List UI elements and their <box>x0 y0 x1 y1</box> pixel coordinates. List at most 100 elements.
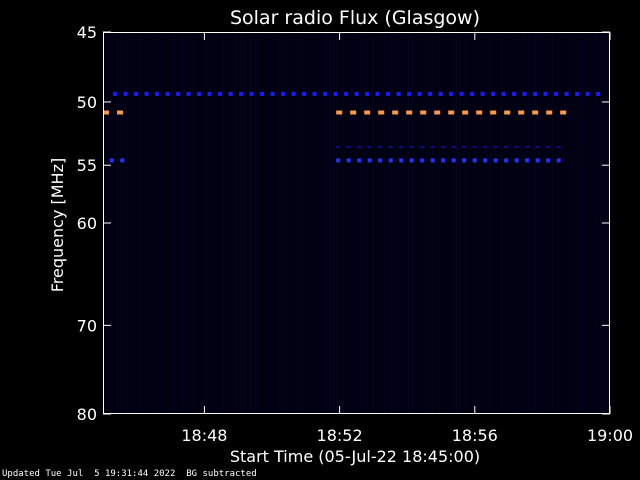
noise-stripe <box>165 33 167 413</box>
emission-mark <box>346 158 351 163</box>
emission-mark <box>480 91 485 96</box>
emission-mark <box>357 145 362 148</box>
noise-stripe <box>171 33 173 413</box>
noise-stripe <box>393 33 395 413</box>
noise-stripe <box>561 33 563 413</box>
emission-mark <box>462 158 467 163</box>
noise-stripe <box>516 33 518 413</box>
noise-stripe <box>168 33 170 413</box>
emission-mark <box>493 145 498 148</box>
noise-stripe <box>375 33 377 413</box>
noise-stripe <box>507 33 509 413</box>
emission-mark <box>546 145 551 148</box>
noise-stripe <box>411 33 413 413</box>
noise-stripe <box>510 33 512 413</box>
y-tick-label: 50 <box>77 93 97 112</box>
emission-mark <box>396 91 401 96</box>
noise-stripe <box>423 33 425 413</box>
emission-mark <box>302 91 307 96</box>
noise-stripe <box>150 33 152 413</box>
noise-stripe <box>222 33 224 413</box>
noise-stripe <box>264 33 266 413</box>
emission-mark <box>134 91 139 96</box>
noise-stripe <box>573 33 575 413</box>
noise-stripe <box>213 33 215 413</box>
noise-stripe <box>552 33 554 413</box>
emission-mark <box>470 91 475 96</box>
emission-mark <box>249 91 254 96</box>
noise-stripe <box>357 33 359 413</box>
noise-stripe <box>489 33 491 413</box>
updated-timestamp: Updated Tue Jul 5 19:31:44 2022 <box>2 469 176 479</box>
noise-stripe <box>354 33 356 413</box>
emission-mark <box>364 110 371 115</box>
noise-stripe <box>231 33 233 413</box>
emission-mark <box>123 91 128 96</box>
noise-stripe <box>177 33 179 413</box>
emission-mark <box>546 110 553 115</box>
noise-stripe <box>162 33 164 413</box>
noise-stripe <box>237 33 239 413</box>
y-tick-label: 80 <box>77 405 97 424</box>
emission-mark <box>207 91 212 96</box>
noise-stripe <box>255 33 257 413</box>
emission-mark <box>451 145 456 148</box>
noise-stripe <box>300 33 302 413</box>
emission-mark <box>367 145 372 148</box>
emission-mark <box>514 145 519 148</box>
noise-stripe <box>306 33 308 413</box>
noise-stripe <box>417 33 419 413</box>
emission-mark <box>543 91 548 96</box>
noise-stripe <box>498 33 500 413</box>
noise-stripe <box>333 33 335 413</box>
noise-stripe <box>441 33 443 413</box>
noise-stripe <box>396 33 398 413</box>
noise-stripe <box>144 33 146 413</box>
noise-stripe <box>141 33 143 413</box>
noise-stripe <box>528 33 530 413</box>
emission-mark <box>556 158 561 163</box>
noise-stripe <box>438 33 440 413</box>
emission-mark <box>532 110 539 115</box>
emission-mark <box>441 158 446 163</box>
emission-mark <box>449 91 454 96</box>
emission-mark <box>420 145 425 148</box>
noise-stripe <box>180 33 182 413</box>
emission-mark <box>504 145 509 148</box>
emission-mark <box>522 91 527 96</box>
noise-stripe <box>420 33 422 413</box>
emission-mark <box>483 145 488 148</box>
noise-stripe <box>234 33 236 413</box>
noise-stripe <box>363 33 365 413</box>
emission-mark <box>323 91 328 96</box>
emission-marks <box>103 91 601 163</box>
noise-stripe <box>576 33 578 413</box>
noise-stripe <box>147 33 149 413</box>
noise-stripe <box>276 33 278 413</box>
noise-stripe <box>123 33 125 413</box>
noise-stripe <box>429 33 431 413</box>
noise-stripe <box>135 33 137 413</box>
emission-mark <box>462 110 469 115</box>
noise-stripe <box>381 33 383 413</box>
noise-stripe <box>597 33 599 413</box>
x-tick-label: 18:48 <box>181 426 227 445</box>
noise-stripe <box>183 33 185 413</box>
noise-stripe <box>273 33 275 413</box>
emission-mark <box>312 91 317 96</box>
noise-stripe <box>453 33 455 413</box>
noise-stripe <box>468 33 470 413</box>
noise-stripe <box>462 33 464 413</box>
noise-stripe <box>387 33 389 413</box>
noise-stripe <box>318 33 320 413</box>
emission-mark <box>554 91 559 96</box>
noise-stripe <box>378 33 380 413</box>
noise-stripe <box>303 33 305 413</box>
emission-mark <box>556 145 561 148</box>
emission-mark <box>409 145 414 148</box>
noise-stripe <box>465 33 467 413</box>
y-tick-label: 55 <box>77 156 97 175</box>
emission-mark <box>564 91 569 96</box>
noise-stripe <box>519 33 521 413</box>
noise-stripe <box>159 33 161 413</box>
